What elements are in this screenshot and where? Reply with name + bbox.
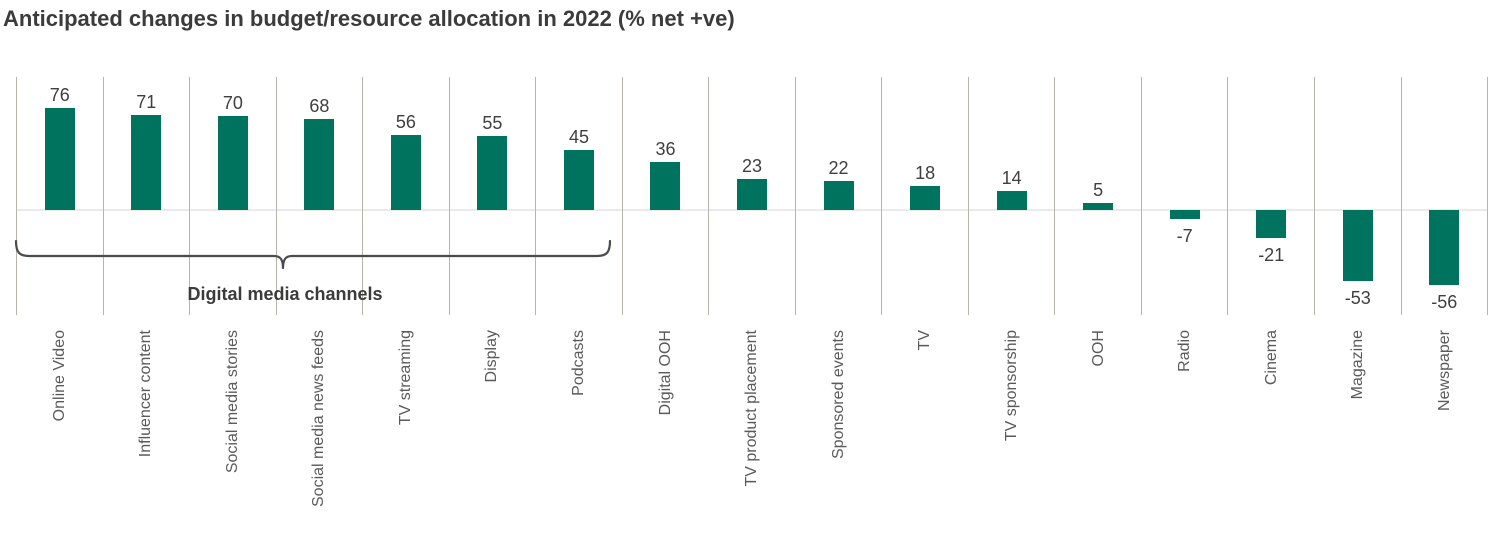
bar bbox=[477, 136, 508, 210]
bar bbox=[1083, 203, 1114, 210]
plot-cell: 68 bbox=[275, 77, 363, 315]
plot-cell: 23 bbox=[708, 77, 795, 315]
bar bbox=[1169, 210, 1200, 219]
category-label: TV product placement bbox=[743, 330, 761, 487]
category-label: Display bbox=[483, 330, 501, 383]
plot-cell: 45 bbox=[535, 77, 622, 315]
category-cell: TV product placement bbox=[709, 330, 796, 538]
brace-group-label: Digital media channels bbox=[187, 284, 383, 304]
value-label: 5 bbox=[1093, 180, 1104, 200]
category-label: Sponsored events bbox=[829, 330, 847, 459]
value-label: 36 bbox=[655, 139, 676, 159]
category-cell: OOH bbox=[1055, 330, 1142, 538]
category-cell: TV bbox=[882, 330, 969, 538]
value-label: 70 bbox=[222, 93, 243, 113]
bar bbox=[650, 162, 681, 210]
value-label: 22 bbox=[828, 158, 849, 178]
value-label: 23 bbox=[742, 156, 763, 176]
category-label: Magazine bbox=[1349, 330, 1367, 400]
bar bbox=[823, 181, 854, 210]
value-label: -56 bbox=[1431, 292, 1458, 312]
value-label: -53 bbox=[1344, 288, 1371, 308]
bar bbox=[563, 150, 594, 210]
plot-cell: 18 bbox=[881, 77, 968, 315]
category-cell: TV streaming bbox=[362, 330, 449, 538]
bar bbox=[1342, 210, 1373, 281]
category-axis: Online Video Influencer content Social med… bbox=[16, 330, 1488, 538]
category-label: Cinema bbox=[1262, 330, 1280, 386]
category-cell: Digital OOH bbox=[622, 330, 709, 538]
plot-cell: -7 bbox=[1140, 77, 1228, 315]
plot-cell: 22 bbox=[794, 77, 882, 315]
value-label: 71 bbox=[136, 92, 157, 112]
category-label: Digital OOH bbox=[656, 330, 674, 416]
bar bbox=[390, 135, 421, 210]
bar bbox=[131, 115, 162, 210]
category-label: Podcasts bbox=[570, 330, 588, 396]
value-label: 76 bbox=[49, 85, 70, 105]
chart-title: Anticipated changes in budget/resource a… bbox=[3, 6, 735, 31]
category-cell: Social media news feeds bbox=[276, 330, 363, 538]
category-cell: Newspaper bbox=[1402, 330, 1489, 538]
category-cell: Magazine bbox=[1315, 330, 1402, 538]
category-cell: Podcasts bbox=[536, 330, 623, 538]
value-label: 14 bbox=[1001, 168, 1022, 188]
category-label: Online Video bbox=[50, 330, 68, 422]
value-label: 55 bbox=[482, 113, 503, 133]
category-label: Influencer content bbox=[137, 330, 155, 458]
plot-cell: 70 bbox=[189, 77, 276, 315]
category-cell: Sponsored events bbox=[795, 330, 882, 538]
category-cell: Display bbox=[449, 330, 536, 538]
plot-cell: -21 bbox=[1227, 77, 1314, 315]
category-label: TV bbox=[916, 330, 934, 351]
plot-area: 76 71 70 68 56 55 45 36 23 22 18 14 5 -7 -21 -53 -56 bbox=[16, 77, 1488, 315]
bar bbox=[910, 186, 941, 210]
bar bbox=[996, 191, 1027, 210]
category-cell: Online Video bbox=[16, 330, 103, 538]
category-cell: Social media stories bbox=[189, 330, 276, 538]
bar bbox=[1429, 210, 1460, 285]
bar bbox=[304, 119, 335, 210]
category-label: Social media stories bbox=[223, 330, 241, 474]
plot-cell: -56 bbox=[1400, 77, 1488, 315]
value-label: -7 bbox=[1176, 226, 1193, 246]
bar bbox=[1256, 210, 1287, 238]
category-label: OOH bbox=[1089, 330, 1107, 367]
category-label: Newspaper bbox=[1436, 330, 1453, 411]
value-label: 18 bbox=[915, 163, 936, 183]
bar bbox=[44, 108, 75, 210]
plot-cell: 5 bbox=[1054, 77, 1141, 315]
plot-cell: 76 bbox=[16, 77, 103, 315]
category-label: TV sponsorship bbox=[1003, 330, 1021, 442]
category-cell: TV sponsorship bbox=[969, 330, 1056, 538]
category-cell: Radio bbox=[1142, 330, 1229, 538]
plot-cell: 14 bbox=[967, 77, 1055, 315]
plot-cell: -53 bbox=[1313, 77, 1401, 315]
category-label: TV streaming bbox=[396, 330, 414, 426]
plot-cell: 56 bbox=[362, 77, 449, 315]
bar bbox=[217, 116, 248, 210]
value-label: -21 bbox=[1258, 245, 1285, 265]
bars-container: 76 71 70 68 56 55 45 36 23 22 18 14 5 -7 -21 -53 -56 bbox=[16, 77, 1488, 315]
category-cell: Influencer content bbox=[103, 330, 190, 538]
category-label: Social media news feeds bbox=[310, 330, 328, 507]
value-label: 45 bbox=[568, 127, 589, 147]
category-label: Radio bbox=[1176, 330, 1194, 372]
value-label: 68 bbox=[309, 96, 330, 116]
plot-cell: 55 bbox=[448, 77, 536, 315]
plot-cell: 36 bbox=[621, 77, 709, 315]
category-cell: Cinema bbox=[1228, 330, 1315, 538]
plot-cell: 71 bbox=[102, 77, 190, 315]
zero-axis-line bbox=[16, 209, 1488, 211]
value-label: 56 bbox=[395, 112, 416, 132]
bar bbox=[737, 179, 768, 210]
